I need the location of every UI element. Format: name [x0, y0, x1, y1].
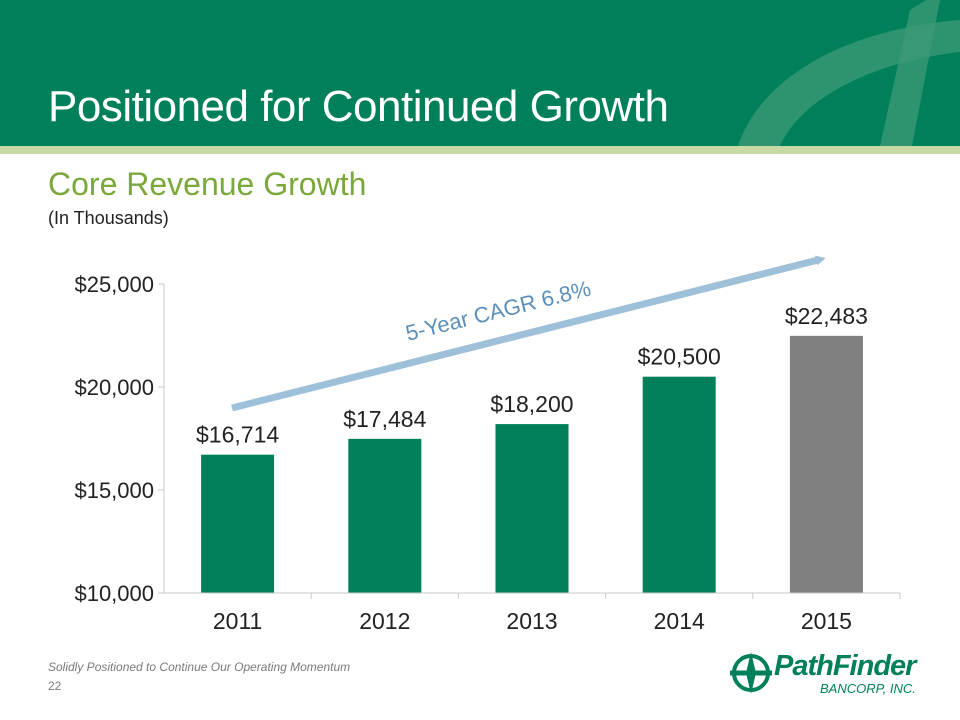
x-tick-label-2014: 2014	[654, 608, 705, 634]
y-tick-label: $25,000	[74, 272, 154, 297]
bar-2011	[201, 454, 275, 593]
x-tick-label-2012: 2012	[359, 608, 410, 634]
logo-watermark-icon	[738, 0, 960, 146]
page-number: 22	[48, 679, 62, 693]
y-tick-label: $15,000	[74, 478, 154, 503]
x-tick-label-2015: 2015	[801, 608, 852, 634]
bar-2013	[495, 424, 569, 593]
y-tick-label: $10,000	[74, 581, 154, 606]
logo-name: PathFinder	[774, 650, 916, 682]
value-label-2014: $20,500	[638, 344, 721, 370]
bar-2014	[642, 376, 716, 593]
header-band: Positioned for Continued Growth	[0, 0, 960, 146]
x-tick-label-2011: 2011	[213, 608, 262, 634]
footer-tagline: Solidly Positioned to Continue Our Opera…	[48, 660, 351, 674]
bar-2015	[789, 335, 863, 593]
cagr-annotation: 5-Year CAGR 6.8%	[403, 276, 593, 346]
cagr-arrow-icon	[231, 255, 826, 412]
value-label-2013: $18,200	[490, 391, 573, 417]
compass-icon	[730, 652, 772, 694]
unit-note: (In Thousands)	[48, 208, 169, 228]
value-label-2015: $22,483	[785, 303, 868, 329]
page-title: Positioned for Continued Growth	[48, 82, 669, 131]
value-label-2012: $17,484	[343, 406, 426, 432]
header-stripe	[0, 146, 960, 154]
x-tick-label-2013: 2013	[506, 608, 557, 634]
value-label-2011: $16,714	[196, 422, 279, 448]
chart-subtitle: Core Revenue Growth	[48, 166, 367, 202]
bar-2012	[348, 438, 422, 593]
logo-subtitle: BANCORP, INC.	[820, 681, 916, 696]
y-tick-label: $20,000	[74, 375, 154, 400]
company-logo: PathFinder BANCORP, INC.	[728, 648, 928, 700]
